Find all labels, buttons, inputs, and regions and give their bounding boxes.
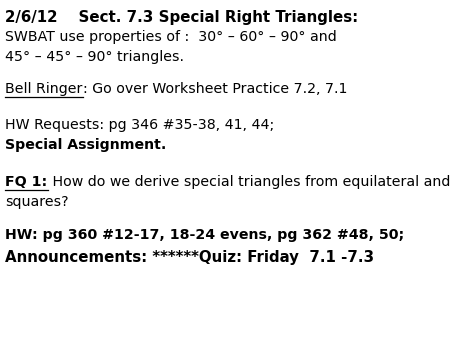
Text: SWBAT use properties of :  30° – 60° – 90° and: SWBAT use properties of : 30° – 60° – 90… <box>5 30 337 44</box>
Text: squares?: squares? <box>5 195 69 209</box>
Text: FQ 1:: FQ 1: <box>5 175 48 189</box>
Text: 45° – 45° – 90° triangles.: 45° – 45° – 90° triangles. <box>5 50 184 64</box>
Text: Announcements: ******Quiz: Friday  7.1 -7.3: Announcements: ******Quiz: Friday 7.1 -7… <box>5 250 374 265</box>
Text: HW Requests: pg 346 #35-38, 41, 44;: HW Requests: pg 346 #35-38, 41, 44; <box>5 118 274 132</box>
Text: HW: pg 360 #12-17, 18-24 evens, pg 362 #48, 50;: HW: pg 360 #12-17, 18-24 evens, pg 362 #… <box>5 228 405 242</box>
Text: : Go over Worksheet Practice 7.2, 7.1: : Go over Worksheet Practice 7.2, 7.1 <box>83 82 347 96</box>
Text: 2/6/12    Sect. 7.3 Special Right Triangles:: 2/6/12 Sect. 7.3 Special Right Triangles… <box>5 10 359 25</box>
Text: Special Assignment.: Special Assignment. <box>5 138 167 152</box>
Text: Bell Ringer: Bell Ringer <box>5 82 83 96</box>
Text: How do we derive special triangles from equilateral and: How do we derive special triangles from … <box>48 175 450 189</box>
